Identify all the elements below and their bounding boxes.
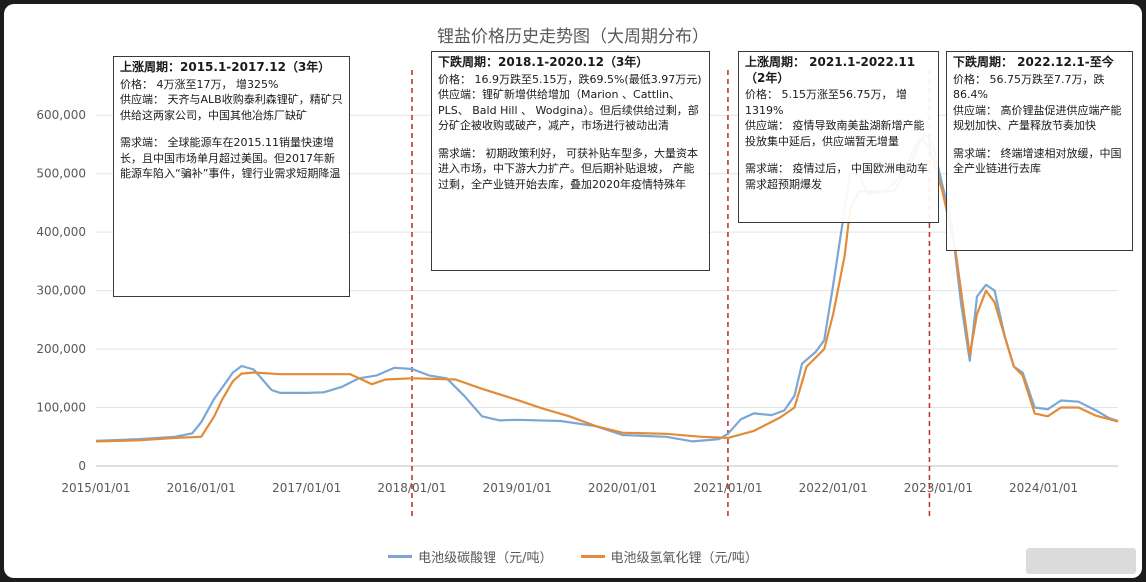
annotation-spacer xyxy=(745,149,932,161)
annotation-text: 需求端： 全球能源车在2015.11销量快速增长，且中国市场单月超过美国。但20… xyxy=(120,136,341,180)
annotation-up-cycle-2015: 上涨周期：2015.1-2017.12（3年） 价格： 4万涨至17万， 增325… xyxy=(113,56,350,297)
y-tick-label: 300,000 xyxy=(36,284,86,298)
series-line-lithium-hydroxide xyxy=(95,137,1119,443)
legend-swatch-lithium-carbonate xyxy=(388,555,413,558)
watermark-logo xyxy=(1026,548,1136,574)
chart-title: 锂盐价格历史走势图（大周期分布） xyxy=(437,27,709,47)
annotation-heading: 上涨周期： 2021.1-2022.11（2年） xyxy=(745,55,916,85)
y-tick-label: 0 xyxy=(78,459,86,473)
y-tick-label: 600,000 xyxy=(36,108,86,122)
annotation-text: 价格： 4万涨至17万， 增325% xyxy=(120,77,279,91)
x-tick-label: 2016/01/01 xyxy=(167,481,236,495)
x-tick-label: 2017/01/01 xyxy=(272,481,341,495)
annotation-text: 价格： 5.15万涨至56.75万， 增1319% xyxy=(745,88,907,117)
x-tick-label: 2023/01/01 xyxy=(904,481,973,495)
annotation-down-cycle-2018: 下跌周期：2018.1-2020.12（3年） 价格： 16.9万跌至5.15万，… xyxy=(431,51,710,271)
annotation-text: 供应端：锂矿新增供给增加（Marion 、Cattlin、 PLS、 Bald … xyxy=(438,88,699,132)
x-tick-label: 2019/01/01 xyxy=(483,481,552,495)
annotation-down-cycle-2022: 下跌周期： 2022.12.1-至今价格： 56.75万跌至7.7万，跌86.4… xyxy=(946,51,1133,251)
annotation-spacer xyxy=(120,123,343,135)
y-tick-label: 100,000 xyxy=(36,401,86,415)
annotation-heading: 下跌周期： 2022.12.1-至今 xyxy=(953,55,1114,69)
legend-label-lithium-hydroxide: 电池级氢氧化锂（元/吨） xyxy=(610,551,758,566)
x-tick-label: 2020/01/01 xyxy=(588,481,657,495)
annotation-heading: 上涨周期：2015.1-2017.12（3年） xyxy=(120,60,331,74)
annotation-heading: 下跌周期：2018.1-2020.12（3年） xyxy=(438,55,649,69)
x-tick-label: 2015/01/01 xyxy=(61,481,130,495)
annotation-text: 价格： 16.9万跌至5.15万，跌69.5%(最低3.97万元) xyxy=(438,72,702,86)
annotation-text: 需求端： 疫情过后， 中国欧洲电动车需求超预期爆发 xyxy=(745,162,928,191)
annotation-up-cycle-2021: 上涨周期： 2021.1-2022.11（2年） 价格： 5.15万涨至56.75… xyxy=(738,51,939,223)
y-tick-label: 400,000 xyxy=(36,225,86,239)
legend-item-lithium-hydroxide: 电池级氢氧化锂（元/吨） xyxy=(580,547,758,566)
annotation-spacer xyxy=(438,134,703,146)
legend-swatch-lithium-hydroxide xyxy=(580,555,605,558)
annotation-spacer xyxy=(953,134,1126,146)
x-tick-label: 2022/01/01 xyxy=(799,481,868,495)
x-tick-label: 2024/01/01 xyxy=(1009,481,1078,495)
y-tick-label: 200,000 xyxy=(36,342,86,356)
annotation-text: 需求端： 终端增速相对放缓，中国全产业链进行去库 xyxy=(953,146,1122,176)
y-tick-label: 500,000 xyxy=(36,167,86,181)
legend-label-lithium-carbonate: 电池级碳酸锂（元/吨） xyxy=(418,551,553,566)
annotation-text: 供应端： 疫情导致南美盐湖新增产能投放集中延后，供应端暂无增量 xyxy=(745,119,925,148)
chart-frame: 锂盐价格历史走势图（大周期分布） 0 100,000 200,000 300,000 4… xyxy=(4,4,1142,578)
legend-item-lithium-carbonate: 电池级碳酸锂（元/吨） xyxy=(388,547,553,566)
annotation-text: 供应端： 天齐与ALB收购泰利森锂矿，精矿只供给这两家公司，中国其他冶炼厂缺矿 xyxy=(120,93,343,122)
annotation-text: 需求端： 初期政策利好， 可获补贴车型多，大量资本进入市场，中下游大力扩产。但后… xyxy=(438,146,698,191)
chart-legend: 电池级碳酸锂（元/吨） 电池级氢氧化锂（元/吨） xyxy=(4,547,1142,566)
annotation-text: 价格： 56.75万跌至7.7万，跌86.4% xyxy=(953,72,1105,102)
annotation-text: 供应端： 高价锂盐促进供应端产能规划加快、产量释放节奏加快 xyxy=(953,103,1122,133)
series-line-lithium-carbonate xyxy=(95,133,1119,443)
